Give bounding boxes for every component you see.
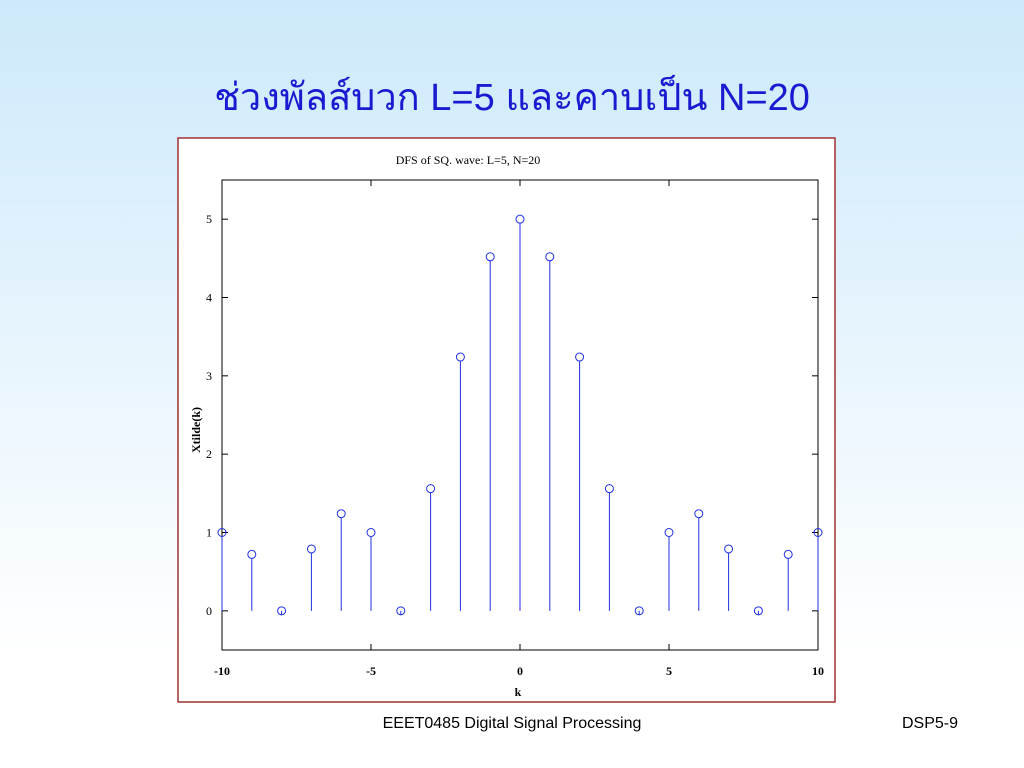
stem-marker [336,509,346,519]
slide-title: ช่วงพัลส์บวก L=5 และคาบเป็น N=20 [214,74,810,119]
y-tick-label: 2 [206,447,212,461]
stem-marker [813,528,823,537]
x-tick-label: 10 [812,664,824,678]
stem-marker [396,606,406,616]
stem-marker [455,352,465,362]
chart-title: DFS of SQ. wave: L=5, N=20 [396,153,541,167]
stem-marker [217,528,227,537]
stem-marker [753,606,763,616]
stem-marker [277,606,287,616]
stem-marker [545,252,555,262]
footer-right: DSP5-9 [902,715,958,732]
stem-marker [366,528,376,537]
stem-marker [664,528,674,537]
chart-frame [177,137,836,703]
stem-marker [783,549,793,559]
stem-marker [604,484,614,494]
stem-marker [694,509,704,519]
x-axis-label: k [515,685,522,699]
y-axis-label: Xtilde(k) [189,407,203,453]
x-tick-label: -10 [214,664,230,678]
x-tick-label: 0 [517,664,523,678]
y-tick-label: 0 [206,604,212,618]
stem-marker [306,544,316,554]
stem-marker [575,352,585,362]
stem-marker [426,484,436,494]
stem-marker [724,544,734,554]
y-tick-label: 5 [206,212,212,226]
x-tick-label: -5 [366,664,376,678]
stem-marker [485,252,495,262]
stem-marker [515,214,525,224]
y-tick-label: 3 [206,369,212,383]
y-tick-label: 4 [206,291,212,305]
footer-left: EEET0485 Digital Signal Processing [383,715,642,732]
stem-marker [634,606,644,616]
x-tick-label: 5 [666,664,672,678]
y-tick-label: 1 [206,526,212,540]
stem-marker [247,549,257,559]
